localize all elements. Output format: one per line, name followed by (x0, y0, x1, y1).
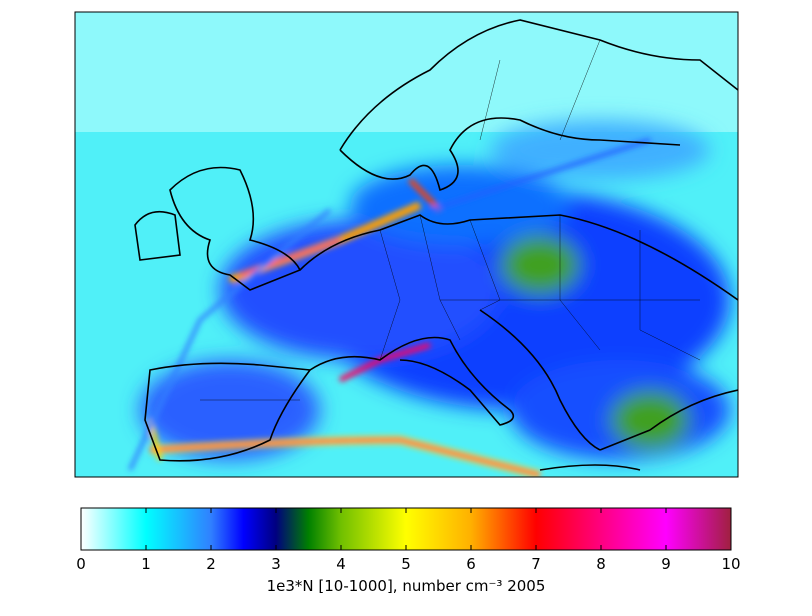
colorbar-fill (80, 507, 732, 551)
tick-label: 4 (336, 555, 346, 573)
tick-label: 3 (271, 555, 281, 573)
tick-label: 8 (596, 555, 606, 573)
coastlines (134, 19, 738, 471)
borders (200, 39, 701, 401)
map (75, 12, 738, 477)
tick-label: 0 (76, 555, 86, 573)
colorbar: 0 1 2 3 4 5 6 7 8 9 10 (76, 507, 741, 573)
tick-label: 9 (661, 555, 671, 573)
tick-label: 1 (141, 555, 151, 573)
tick-label: 6 (466, 555, 476, 573)
tick-label: 7 (531, 555, 541, 573)
tick-label: 5 (401, 555, 411, 573)
tick-label: 2 (206, 555, 216, 573)
colorbar-label: 1e3*N [10-1000], number cm⁻³ 2005 (267, 577, 546, 595)
tick-label: 10 (721, 555, 740, 573)
map-frame (74, 11, 739, 478)
